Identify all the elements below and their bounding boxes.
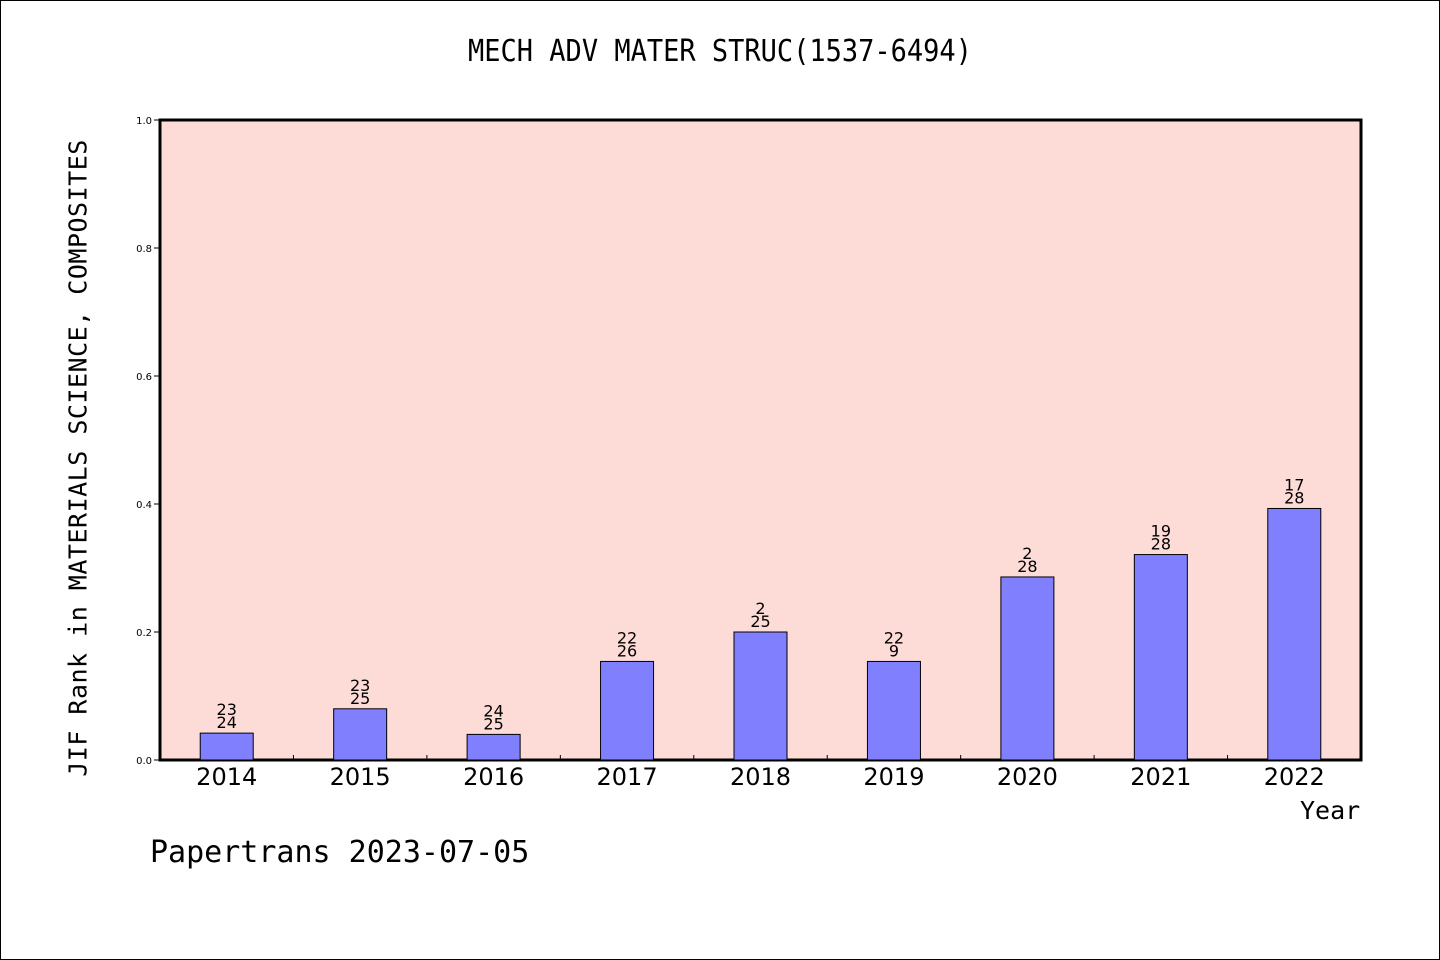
x-tick-label-2018: 2018 <box>730 763 791 791</box>
bar-label-total-2017: 26 <box>617 641 637 660</box>
x-tick-label-2015: 2015 <box>330 763 391 791</box>
footer-credit: Papertrans 2023-07-05 <box>150 835 530 870</box>
bar-label-rank-2016: 24 <box>483 701 503 720</box>
bar-2018 <box>733 631 788 761</box>
y-tick-label: 0.2 <box>136 628 152 639</box>
bar-label-rank-2019: 22 <box>884 628 904 647</box>
bar-label-rank-2015: 23 <box>350 676 370 695</box>
x-tick-label-2014: 2014 <box>196 763 257 791</box>
bar-label-rank-2014: 23 <box>217 700 237 719</box>
bar-2019 <box>866 660 921 761</box>
y-tick-label: 0.4 <box>136 500 152 511</box>
bar-label-rank-2021: 19 <box>1151 522 1171 541</box>
y-tick-label: 0.6 <box>136 372 152 383</box>
bar-label-total-2015: 25 <box>350 689 370 708</box>
bar-2020 <box>1000 576 1055 761</box>
x-tick-label-2022: 2022 <box>1264 763 1325 791</box>
bar-label-rank-2018: 2 <box>755 599 765 618</box>
x-tick-label-2020: 2020 <box>997 763 1058 791</box>
bar-label-total-2020: 28 <box>1017 557 1037 576</box>
y-tick-label: 0.0 <box>136 756 152 767</box>
bar-2022 <box>1267 507 1322 761</box>
bar-label-total-2016: 25 <box>483 714 503 733</box>
bar-label-total-2021: 28 <box>1151 535 1171 554</box>
x-tick-label-2016: 2016 <box>463 763 524 791</box>
bar-label-rank-2017: 22 <box>617 628 637 647</box>
bar-label-rank-2020: 2 <box>1022 544 1032 563</box>
bar-2015 <box>333 708 388 761</box>
bar-label-total-2022: 28 <box>1284 488 1304 507</box>
chart-title: MECH ADV MATER STRUC(1537-6494) <box>468 34 972 69</box>
x-tick-label-2017: 2017 <box>597 763 658 791</box>
bar-2017 <box>600 660 655 761</box>
bar-label-rank-2022: 17 <box>1284 475 1304 494</box>
bar-2014 <box>199 732 254 761</box>
bar-2021 <box>1133 554 1188 761</box>
y-tick-label: 1.0 <box>136 116 152 127</box>
y-tick-label: 0.8 <box>136 244 152 255</box>
bar-label-total-2018: 25 <box>750 612 770 631</box>
x-tick-label-2021: 2021 <box>1130 763 1191 791</box>
x-tick-label-2019: 2019 <box>863 763 924 791</box>
bar-label-total-2019: 9 <box>889 641 899 660</box>
x-axis-label: Year <box>1300 796 1361 825</box>
bar-label-total-2014: 24 <box>217 713 237 732</box>
bar-2016 <box>466 733 521 761</box>
